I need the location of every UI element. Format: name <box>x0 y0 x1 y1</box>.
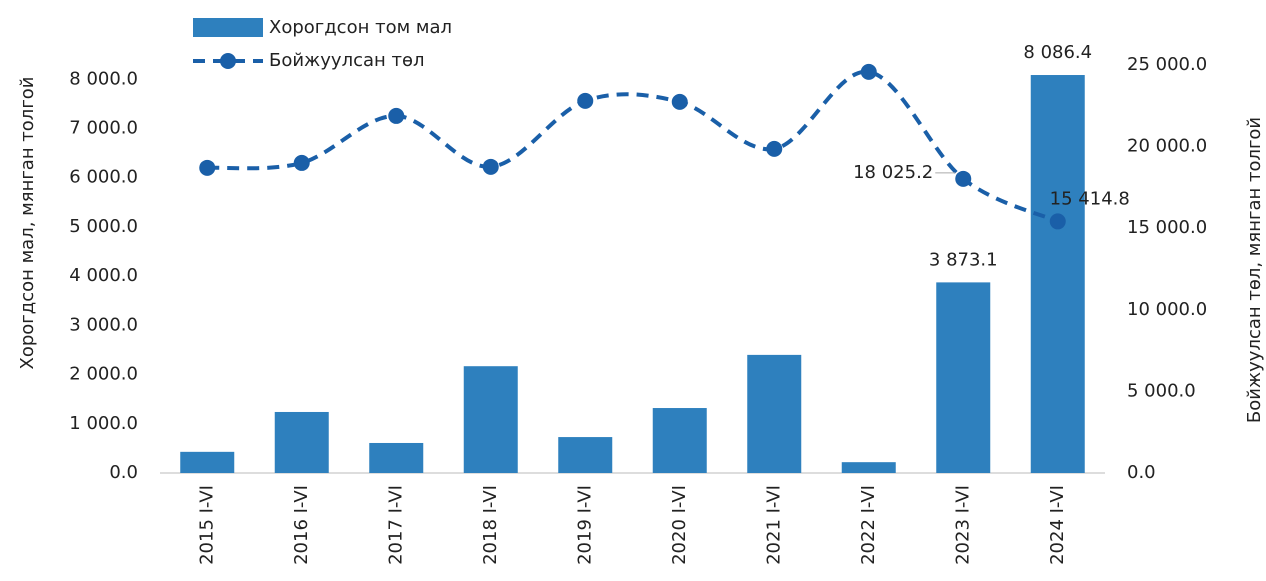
y2-axis-title: Бойжуулсан төл, мянган толгой <box>1244 117 1265 423</box>
data-label: 8 086.4 <box>1023 42 1092 63</box>
y-tick-label: 2 000.0 <box>69 364 138 385</box>
x-tick-label: 2015 I-VI <box>196 485 217 565</box>
y2-tick-label: 25 000.0 <box>1127 54 1207 75</box>
bar <box>936 282 991 473</box>
marker <box>671 93 688 110</box>
y2-tick-label: 10 000.0 <box>1127 299 1207 320</box>
y-tick-label: 5 000.0 <box>69 216 138 237</box>
y-tick-label: 0.0 <box>109 462 138 483</box>
y2-tick-label: 5 000.0 <box>1127 380 1196 401</box>
legend-label: Бойжуулсан төл <box>269 50 425 71</box>
bar <box>463 366 518 473</box>
marker <box>766 140 783 157</box>
marker <box>199 159 216 176</box>
x-tick-label: 2022 I-VI <box>858 485 879 565</box>
bar <box>274 411 329 473</box>
marker <box>860 63 877 80</box>
y2-tick-label: 0.0 <box>1127 462 1156 483</box>
y-tick-label: 6 000.0 <box>69 167 138 188</box>
data-label: 18 025.2 <box>853 162 933 183</box>
marker <box>482 158 499 175</box>
bar <box>558 437 613 473</box>
bar <box>652 408 707 473</box>
line <box>207 69 1059 224</box>
bar <box>180 451 235 473</box>
y-tick-label: 4 000.0 <box>69 265 138 286</box>
y-tick-label: 7 000.0 <box>69 117 138 138</box>
x-tick-label: 2020 I-VI <box>669 485 690 565</box>
x-tick-label: 2018 I-VI <box>480 485 501 565</box>
x-tick-label: 2019 I-VI <box>574 485 595 565</box>
x-tick-label: 2016 I-VI <box>291 485 312 565</box>
x-tick-label: 2017 I-VI <box>385 485 406 565</box>
y-tick-label: 3 000.0 <box>69 314 138 335</box>
bar <box>841 462 896 473</box>
x-tick-label: 2021 I-VI <box>763 485 784 565</box>
marker <box>1049 213 1066 230</box>
marker <box>293 154 310 171</box>
x-tick-label: 2023 I-VI <box>952 485 973 565</box>
bar <box>369 442 424 473</box>
bar <box>747 354 802 473</box>
bar <box>1030 75 1085 474</box>
y-axis-title: Хорогдсон мал, мянган толгой <box>17 77 38 370</box>
legend-label: Хорогдсон том мал <box>269 17 452 38</box>
legend-swatch <box>220 53 236 69</box>
y2-tick-label: 15 000.0 <box>1127 217 1207 238</box>
data-label: 15 414.8 <box>1050 188 1130 209</box>
y2-tick-label: 20 000.0 <box>1127 136 1207 157</box>
legend-swatch <box>193 18 263 37</box>
data-label: 3 873.1 <box>929 249 998 270</box>
marker <box>388 107 405 124</box>
marker <box>955 170 972 187</box>
y-tick-label: 1 000.0 <box>69 413 138 434</box>
marker <box>577 92 594 109</box>
y-tick-label: 8 000.0 <box>69 68 138 89</box>
x-tick-label: 2024 I-VI <box>1047 485 1068 565</box>
